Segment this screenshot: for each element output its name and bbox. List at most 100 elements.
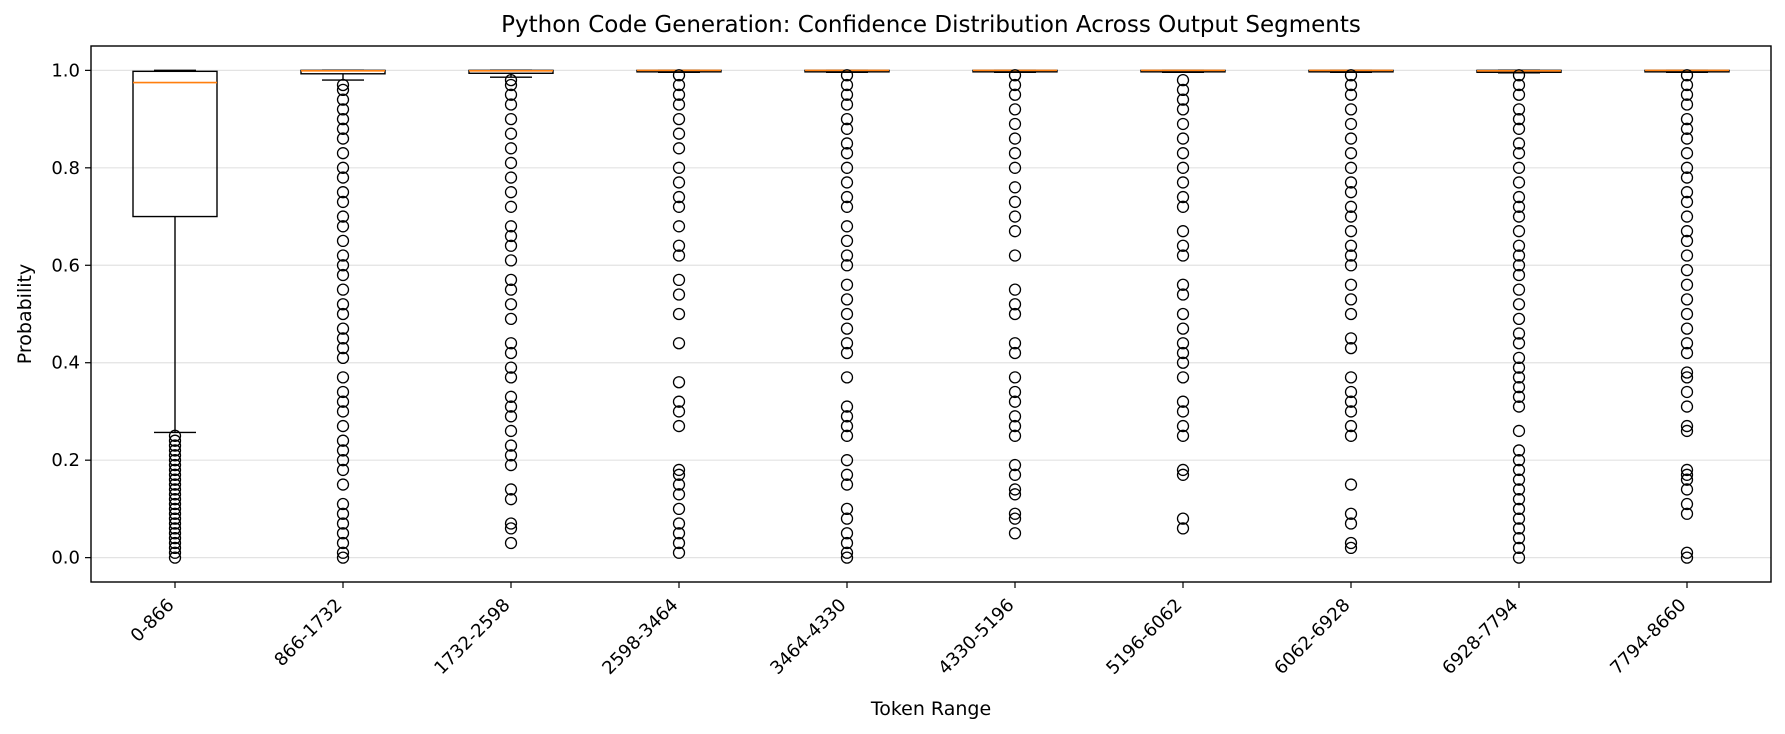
- x-axis: 0-866 866-1732 1732-2598 2598-3464 3464-4330…: [127, 582, 1691, 679]
- outlier-point: [1680, 78, 1694, 92]
- outlier-point: [1344, 419, 1358, 433]
- outlier-point: [672, 307, 686, 321]
- outlier-point: [504, 371, 518, 384]
- outlier-point: [1176, 463, 1190, 477]
- outlier-point: [840, 478, 854, 491]
- outlier-point: [1680, 171, 1694, 184]
- outlier-point: [336, 186, 350, 199]
- outlier-point: [336, 220, 350, 233]
- outlier-point: [336, 463, 350, 477]
- outlier-point: [1680, 551, 1694, 564]
- outlier-point: [336, 527, 350, 540]
- outlier-point: [1176, 522, 1190, 535]
- box-group: [1140, 69, 1226, 535]
- outlier-point: [1176, 83, 1190, 97]
- outlier-point: [1344, 88, 1358, 101]
- outlier-point: [504, 483, 518, 496]
- outlier-point: [1680, 186, 1694, 199]
- y-axis: 0.0 0.2 0.4 0.6 0.8 1.0: [51, 60, 91, 569]
- outlier-point: [1512, 473, 1526, 486]
- outlier-point: [1512, 190, 1526, 204]
- outlier-point: [1176, 322, 1190, 335]
- box-group: [972, 69, 1058, 540]
- outlier-point: [1344, 541, 1358, 555]
- outlier-point: [672, 288, 686, 301]
- outlier-point: [168, 527, 182, 540]
- outlier-point: [336, 122, 350, 135]
- outlier-point: [1344, 132, 1358, 145]
- outlier-point: [1512, 200, 1526, 213]
- outlier-point: [1512, 380, 1526, 394]
- outlier-point: [1680, 507, 1694, 520]
- outlier-point: [336, 298, 350, 311]
- outlier-point: [1176, 468, 1190, 481]
- outlier-point: [672, 127, 686, 140]
- outlier-point: [1344, 307, 1358, 321]
- outlier-point: [1680, 366, 1694, 379]
- outlier-point: [1344, 536, 1358, 550]
- outlier-point: [840, 249, 854, 262]
- outlier-point: [1176, 117, 1190, 131]
- outlier-point: [672, 200, 686, 213]
- x-tick-label: 5196-6062: [1102, 595, 1186, 679]
- outlier-point: [1008, 249, 1022, 262]
- outlier-point: [504, 449, 518, 462]
- outlier-point: [840, 551, 854, 564]
- outlier-point: [1008, 88, 1022, 101]
- outlier-point: [1512, 88, 1526, 101]
- outlier-point: [672, 190, 686, 204]
- outlier-point: [1344, 249, 1358, 262]
- outlier-point: [168, 478, 182, 491]
- y-tick-label: 1.0: [51, 60, 80, 81]
- outlier-point: [1344, 259, 1358, 272]
- outlier-point: [672, 488, 686, 501]
- outlier-point: [1512, 361, 1526, 374]
- outlier-point: [1680, 122, 1694, 135]
- outlier-point: [1512, 444, 1526, 457]
- outlier-point: [504, 493, 518, 506]
- outlier-point: [840, 293, 854, 306]
- outlier-point: [1680, 112, 1694, 126]
- outlier-point: [1512, 351, 1526, 365]
- outlier-point: [504, 283, 518, 296]
- outlier-point: [1344, 507, 1358, 520]
- outlier-point: [1680, 69, 1694, 82]
- outlier-point: [1344, 341, 1358, 355]
- box-group: [300, 69, 386, 564]
- outlier-point: [504, 522, 518, 535]
- outlier-point: [1176, 512, 1190, 525]
- outlier-point: [672, 273, 686, 287]
- outlier-point: [336, 454, 350, 467]
- outlier-point: [1512, 225, 1526, 238]
- outlier-point: [336, 341, 350, 355]
- outlier-point: [1680, 497, 1694, 511]
- outlier-point: [1512, 268, 1526, 282]
- outlier-point: [1512, 103, 1526, 116]
- outlier-point: [1512, 337, 1526, 350]
- outlier-point: [1512, 147, 1526, 160]
- outlier-point: [840, 410, 854, 423]
- chart-title: Python Code Generation: Confidence Distr…: [501, 12, 1361, 38]
- outlier-point: [1344, 371, 1358, 384]
- outlier-point: [1680, 337, 1694, 350]
- outlier-point: [336, 351, 350, 365]
- outlier-point: [1512, 463, 1526, 477]
- outlier-point: [672, 337, 686, 350]
- outlier-point: [336, 210, 350, 223]
- outlier-point: [840, 147, 854, 160]
- outlier-point: [1176, 147, 1190, 160]
- outlier-point: [168, 483, 182, 496]
- box-group: [1308, 69, 1394, 555]
- outlier-point: [840, 400, 854, 413]
- outlier-point: [168, 463, 182, 477]
- outlier-point: [1680, 263, 1694, 277]
- outlier-point: [1680, 483, 1694, 496]
- outlier-point: [1008, 488, 1022, 501]
- outlier-point: [1680, 346, 1694, 360]
- outlier-point: [1680, 400, 1694, 413]
- outlier-point: [1176, 405, 1190, 418]
- outlier-point: [1680, 293, 1694, 306]
- outlier-point: [840, 112, 854, 126]
- outlier-point: [1176, 190, 1190, 204]
